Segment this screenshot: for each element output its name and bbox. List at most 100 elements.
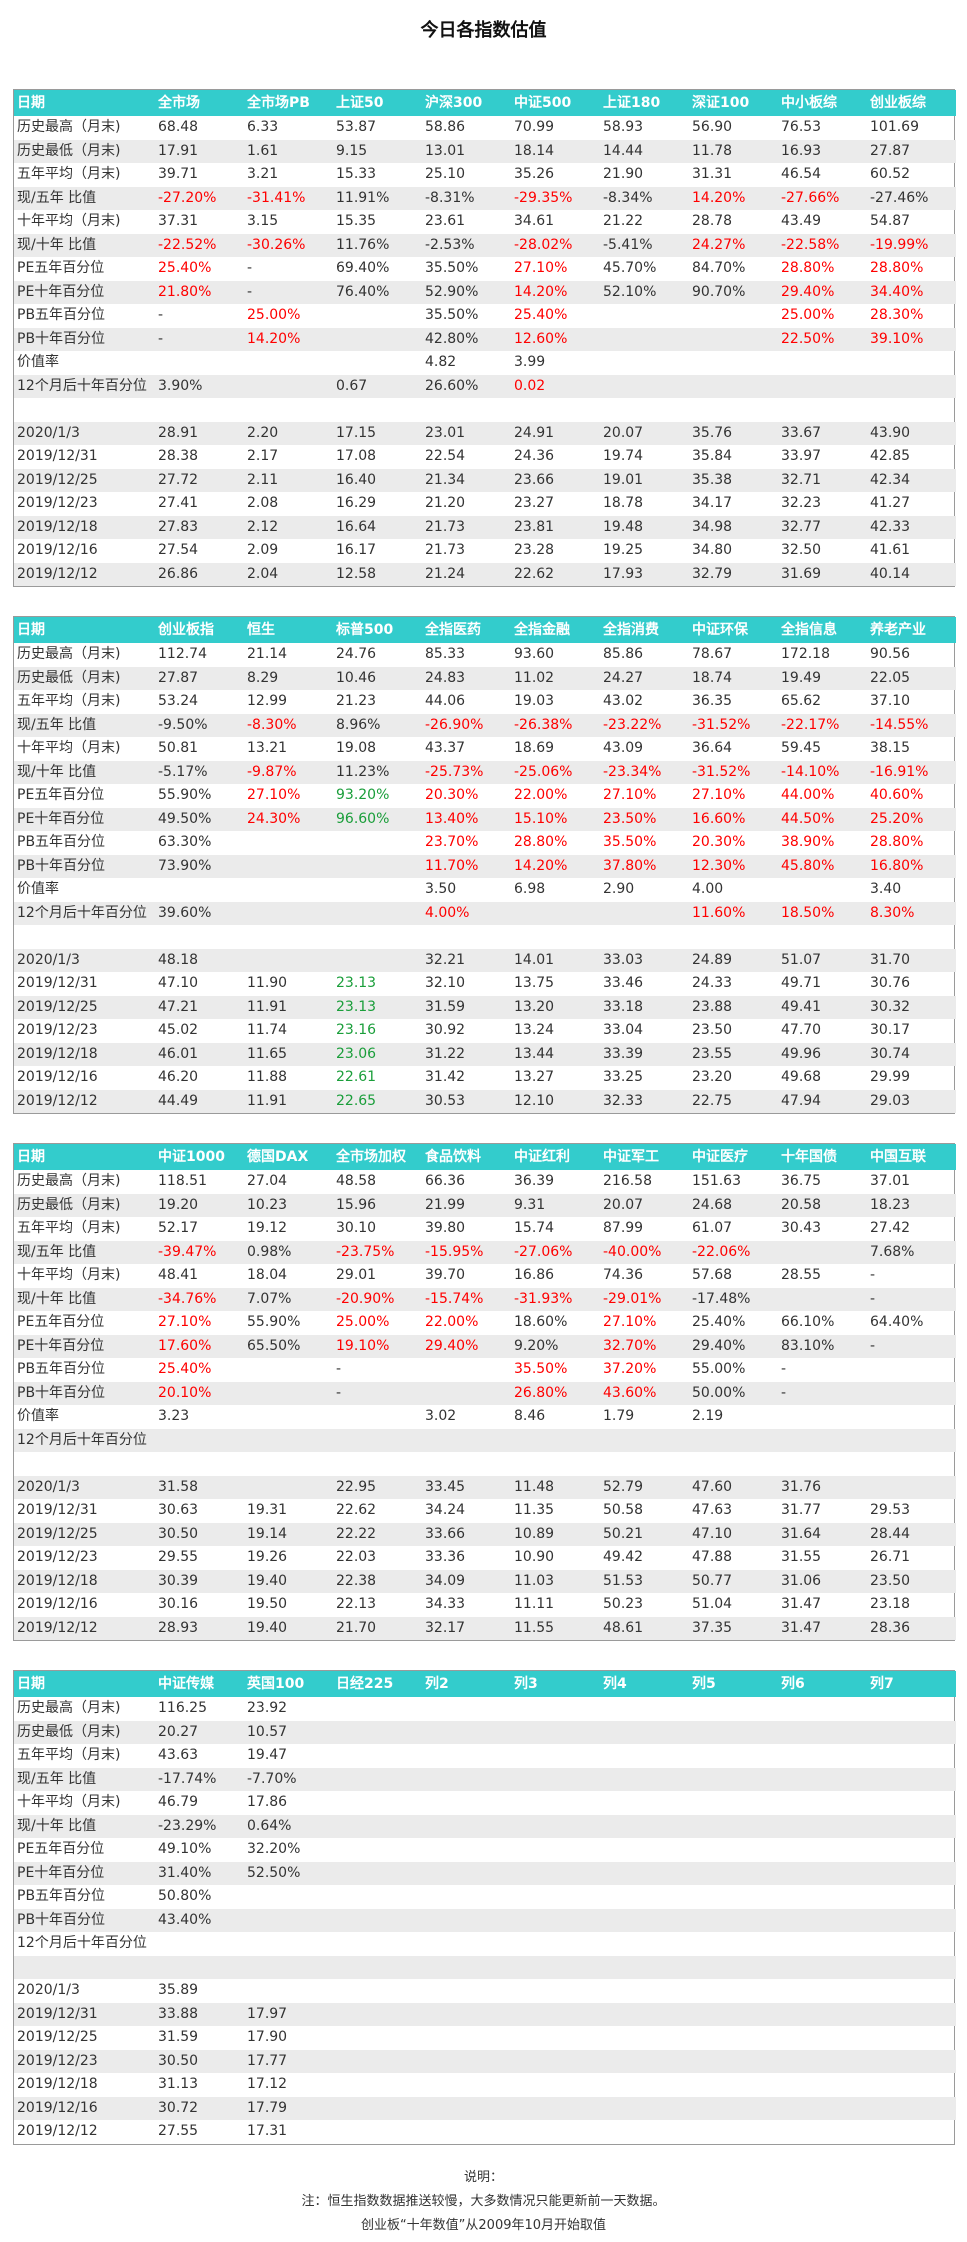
column-header: 中证1000 (155, 1144, 244, 1170)
row-label: 历史最高（月末) (17, 1173, 121, 1189)
column-header: 中证军工 (600, 1144, 689, 1170)
table-cell (778, 398, 867, 422)
table-row: 历史最高（月末) 68.48 6.33 53.87 58.86 70.99 58.93 56.… (14, 116, 956, 140)
table-cell (600, 901, 689, 925)
table-cell: 23.50% (600, 807, 689, 831)
table-cell: 32.70% (600, 1334, 689, 1358)
table-cell (689, 1955, 778, 1979)
row-label: 现/十年 比值 (14, 760, 155, 784)
table-cell (600, 327, 689, 351)
table-cell: -8.31% (422, 186, 511, 210)
table-cell: 21.70 (333, 1616, 422, 1640)
table-cell (867, 2026, 956, 2050)
table-cell: 44.00% (781, 787, 835, 803)
table-cell (422, 2096, 511, 2120)
table-cell (333, 1452, 422, 1476)
table-cell: 2.12 (244, 515, 333, 539)
table-cell: -15.74% (422, 1287, 511, 1311)
table-cell: 65.62 (781, 693, 822, 709)
table-cell (244, 1358, 333, 1382)
table-cell: 55.00% (692, 1361, 746, 1377)
table-cell: 27.04 (247, 1173, 288, 1189)
table-cell (867, 1697, 956, 1721)
table-cell (511, 1932, 600, 1956)
table-cell: 21.20 (425, 495, 466, 511)
table-cell (422, 1861, 511, 1885)
table-cell: 23.01 (422, 421, 511, 445)
table-cell: 20.30% (692, 834, 746, 850)
row-label: 2019/12/12 (14, 562, 155, 586)
row-label: 2019/12/23 (17, 1549, 98, 1565)
notes-heading: 说明： (463, 2170, 503, 2185)
table-cell: 45.70% (603, 260, 657, 276)
table-cell: 22.50% (778, 327, 867, 351)
column-header: 列2 (422, 1671, 511, 1697)
table-row: 2019/12/12 28.93 19.40 21.70 32.17 11.55 48.61… (14, 1616, 956, 1640)
table-cell: 44.49 (155, 1089, 244, 1113)
column-header: 全指医药 (422, 617, 511, 643)
table-cell (333, 1428, 422, 1452)
table-row: 2019/12/25 27.72 2.11 16.40 21.34 23.66 19.01 3… (14, 468, 956, 492)
table-cell (511, 925, 600, 949)
table-cell: 20.07 (600, 421, 689, 445)
row-label: 2019/12/23 (17, 1022, 98, 1038)
table-cell: 60.52 (870, 166, 911, 182)
row-label: 价值率 (17, 354, 59, 370)
table-cell: 26.86 (155, 562, 244, 586)
table-cell: -27.66% (778, 186, 867, 210)
table-cell (511, 1791, 600, 1815)
table-cell: 17.97 (244, 2002, 333, 2026)
table-cell: 23.20 (692, 1069, 733, 1085)
table-cell: 25.00% (336, 1314, 390, 1330)
table-cell: 15.10% (511, 807, 600, 831)
table-cell (333, 1720, 422, 1744)
table-cell: -31.52% (689, 713, 778, 737)
table-cell: 46.01 (155, 1042, 244, 1066)
table-row: 五年平均（月末) 39.71 3.21 15.33 25.10 35.26 21.90 31.… (14, 163, 956, 187)
table-cell (778, 1955, 867, 1979)
table-cell: 31.22 (422, 1042, 511, 1066)
table-cell: 40.14 (867, 562, 956, 586)
table-cell: 23.50 (692, 1022, 733, 1038)
table-cell (155, 925, 244, 949)
table-cell: 20.10% (155, 1381, 244, 1405)
row-label: 五年平均（月末) (17, 693, 121, 709)
table-cell: -29.35% (511, 186, 600, 210)
table-cell: 48.18 (155, 948, 244, 972)
table-cell: 30.39 (155, 1569, 244, 1593)
table-cell (689, 1908, 778, 1932)
table-cell: 23.28 (514, 542, 555, 558)
table-cell: 2.04 (244, 562, 333, 586)
table-cell: 37.31 (158, 213, 199, 229)
table-cell: 44.06 (425, 693, 466, 709)
table-cell: 25.10 (425, 166, 466, 182)
table-cell (600, 398, 689, 422)
table-cell: 19.48 (600, 515, 689, 539)
table-cell: 2.19 (692, 1408, 724, 1424)
table-cell: 31.58 (155, 1475, 244, 1499)
row-label: 2019/12/31 (14, 2002, 155, 2026)
table-cell: -8.34% (600, 186, 689, 210)
table-cell: 30.53 (422, 1089, 511, 1113)
table-cell: 15.96 (333, 1193, 422, 1217)
table-cell: 22.22 (333, 1522, 422, 1546)
table-cell: 23.06 (333, 1042, 422, 1066)
table-cell: - (244, 280, 333, 304)
table-cell: -19.99% (867, 233, 956, 257)
column-header: 列4 (600, 1671, 689, 1697)
table-cell: 85.86 (603, 646, 644, 662)
table-cell: 11.91 (244, 1089, 333, 1113)
table-cell: -31.93% (511, 1287, 600, 1311)
table-cell: 61.07 (692, 1220, 733, 1236)
row-label: 12个月后十年百分位 (14, 374, 155, 398)
table-cell (600, 1861, 689, 1885)
table-cell: 18.69 (514, 740, 555, 756)
table-cell: 10.89 (511, 1522, 600, 1546)
table-cell: 51.53 (600, 1569, 689, 1593)
table-cell: 27.87 (155, 666, 244, 690)
column-header: 全指消费 (600, 617, 689, 643)
table-cell: 22.75 (689, 1089, 778, 1113)
table-cell: 11.23% (333, 760, 422, 784)
table-cell: 37.80% (600, 854, 689, 878)
column-header: 列5 (689, 1671, 778, 1697)
